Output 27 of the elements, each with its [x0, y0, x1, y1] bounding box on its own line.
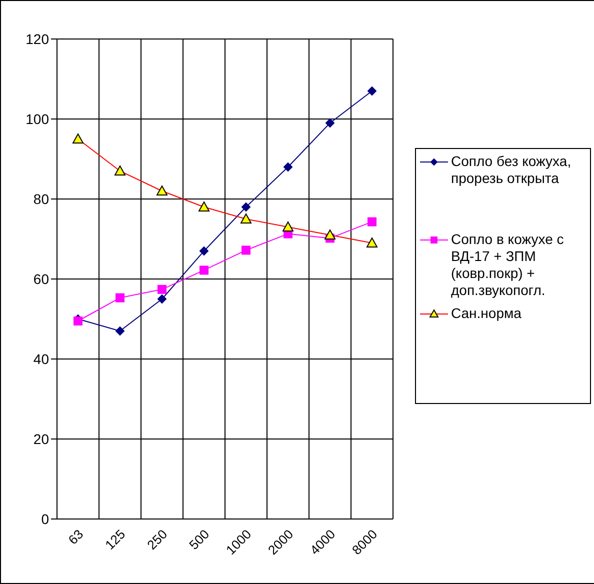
- point: [116, 326, 124, 336]
- point: [242, 246, 250, 255]
- legend-label: Сопло в кожухе с ВД-17 + ЗПМ (ковр.покр) + доп.звукопогл.: [451, 231, 565, 299]
- x-tick-label: 63: [65, 526, 86, 548]
- y-tick-label: 60: [33, 270, 50, 287]
- legend-label: Сан.норма: [451, 305, 522, 322]
- y-tick-label: 40: [33, 350, 50, 367]
- point: [116, 293, 124, 302]
- point: [368, 217, 376, 226]
- x-tick-label: 250: [144, 526, 170, 552]
- y-tick-label: 120: [26, 30, 50, 47]
- legend-label: Сопло без кожуха, прорезь открыта: [451, 153, 572, 187]
- y-tick-label: 80: [33, 190, 50, 207]
- point: [200, 266, 208, 275]
- point: [242, 202, 250, 212]
- x-tick-label: 500: [186, 526, 212, 552]
- y-tick-label: 100: [26, 110, 50, 127]
- point: [158, 294, 166, 304]
- point: [368, 86, 376, 96]
- x-tick-label: 125: [102, 526, 128, 552]
- y-tick-label: 20: [33, 430, 50, 447]
- point: [200, 246, 208, 256]
- point: [74, 316, 82, 326]
- point: [326, 118, 334, 128]
- point: [284, 162, 292, 172]
- point: [158, 284, 166, 294]
- y-tick-label: 0: [41, 510, 50, 527]
